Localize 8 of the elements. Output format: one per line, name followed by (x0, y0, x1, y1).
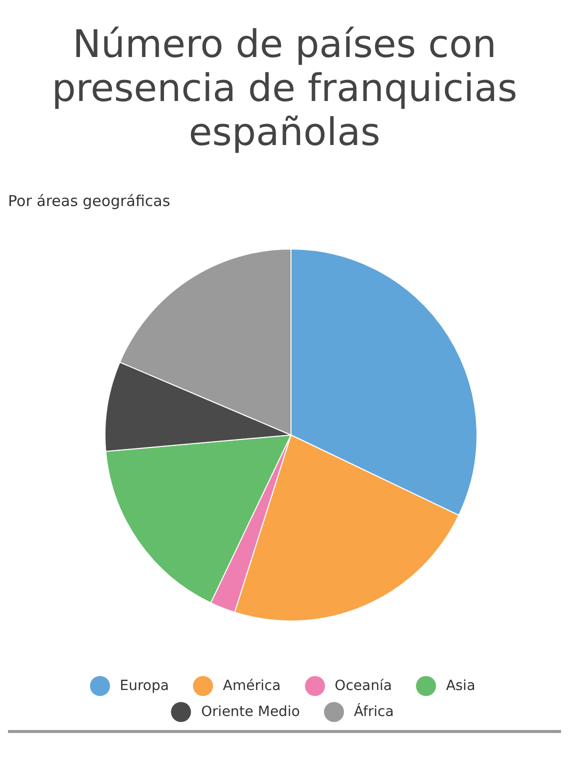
legend-label: África (354, 704, 394, 720)
legend-label: Oceanía (334, 678, 392, 694)
chart-title: Número de países con presencia de franquicias españolas (50, 21, 518, 154)
legend-label: Europa (120, 678, 169, 694)
legend-label: Oriente Medio (201, 704, 300, 720)
chart-subtitle: Por áreas geográficas (8, 192, 172, 210)
legend-label: América (222, 678, 281, 694)
legend-label: Asia (446, 678, 476, 694)
